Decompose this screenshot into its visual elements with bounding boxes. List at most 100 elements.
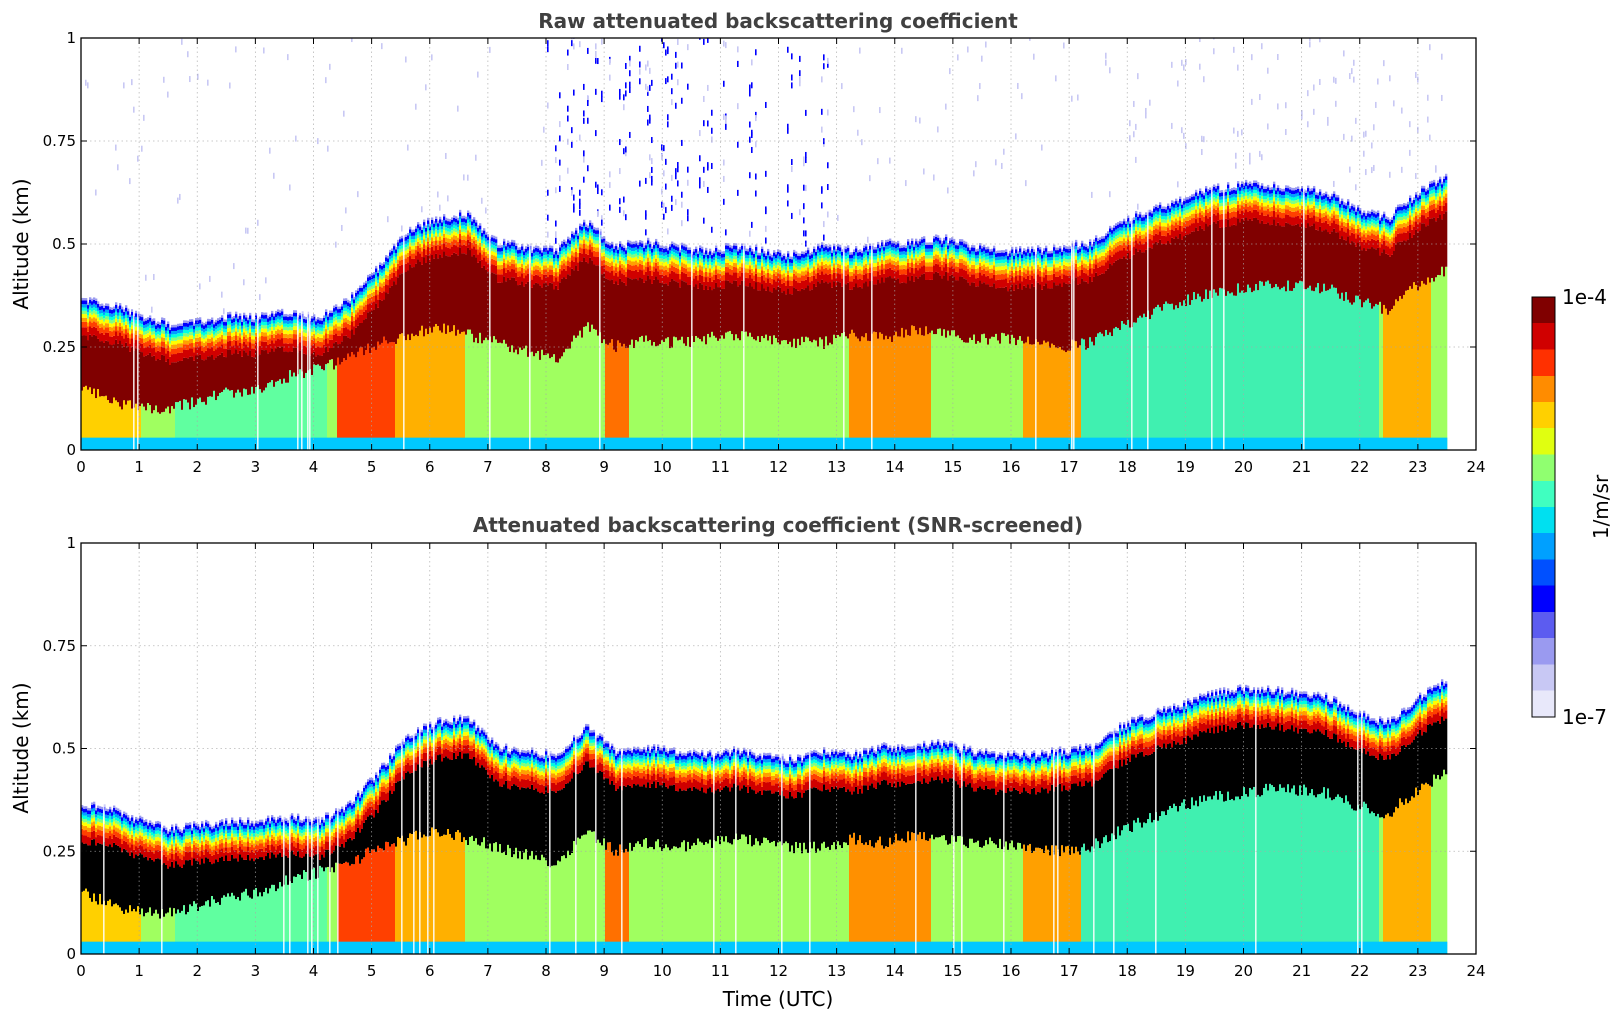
heatmap-column [1219,190,1222,450]
x-tick-label: 2 [192,458,202,476]
heatmap-column [673,747,676,954]
heatmap-column [147,317,150,450]
y-tick-label: 0.75 [43,132,76,150]
heatmap-column [109,806,112,954]
heatmap-column [1427,687,1430,954]
heatmap-column [667,46,670,450]
heatmap-column [671,73,674,450]
heatmap-column [1193,193,1196,450]
heatmap-column [347,801,350,954]
heatmap-column [271,815,274,954]
heatmap-column [333,813,336,954]
heatmap-column [1153,714,1156,954]
heatmap-column [405,56,408,450]
heatmap-column [685,753,688,954]
heatmap-column [1321,695,1324,954]
heatmap-column [987,751,990,954]
heatmap-column [943,740,946,954]
heatmap-column [1349,73,1352,450]
heatmap-column [497,245,500,450]
heatmap-column [125,305,128,450]
heatmap-column [289,543,292,954]
heatmap-column [551,753,554,954]
heatmap-column [855,749,858,954]
heatmap-column [457,105,460,450]
heatmap-column [781,543,784,954]
heatmap-column [1403,707,1406,954]
heatmap-column [379,767,382,954]
heatmap-column [159,821,162,954]
heatmap-column [1139,211,1142,450]
heatmap-column [913,244,916,450]
heatmap-column [1253,180,1256,450]
heatmap-column [1441,53,1444,450]
heatmap-column [857,129,860,450]
heatmap-column [627,239,630,450]
heatmap-column [129,178,132,450]
heatmap-column [209,824,212,954]
heatmap-column [161,317,164,450]
heatmap-column [1377,78,1380,450]
heatmap-column [255,820,258,954]
heatmap-column [519,751,522,954]
heatmap-column [1015,133,1018,450]
x-tick-label: 4 [309,962,319,980]
heatmap-column [1031,751,1034,954]
heatmap-column [409,226,412,450]
heatmap-column [127,308,130,450]
heatmap-column [849,754,852,954]
heatmap-column [1015,752,1018,954]
heatmap-column [937,126,940,450]
heatmap-column [1411,200,1414,450]
heatmap-column [811,750,814,954]
heatmap-column [311,38,314,450]
heatmap-column [1121,728,1124,954]
heatmap-column [727,749,730,954]
x-tick-label: 20 [1234,458,1253,476]
heatmap-column [823,54,826,450]
heatmap-column [1253,687,1256,954]
heatmap-column [1237,64,1240,450]
heatmap-column [107,808,110,954]
heatmap-column [1077,94,1080,450]
heatmap-column [561,751,564,954]
heatmap-column [831,250,834,450]
heatmap-column [1331,701,1334,954]
heatmap-column [425,723,428,954]
heatmap-column [931,242,934,450]
heatmap-column [879,747,882,954]
heatmap-column [975,161,978,450]
heatmap-column [1103,736,1106,954]
heatmap-column [1355,117,1358,450]
colorbar-max-label: 1e-4 [1562,285,1607,309]
heatmap-column [1043,751,1046,954]
heatmap-column [171,824,174,954]
heatmap-column [597,58,600,450]
heatmap-column [1411,704,1414,954]
heatmap-column [1373,718,1376,954]
heatmap-column [841,750,844,954]
heatmap-column [1293,693,1296,954]
heatmap-column [805,109,808,450]
heatmap-column [677,753,680,954]
heatmap-column [1093,239,1096,450]
heatmap-column [581,224,584,450]
heatmap-column [1097,238,1100,450]
heatmap-column [783,758,786,954]
heatmap-column [1179,196,1182,450]
heatmap-column [1135,720,1138,954]
heatmap-column [633,746,636,954]
heatmap-column [861,139,864,450]
heatmap-column [759,252,762,450]
heatmap-column [579,41,582,450]
heatmap-column [1097,743,1100,954]
heatmap-column [919,117,922,450]
heatmap-column [625,62,628,450]
panel-raw-ylabel: Altitude (km) [9,178,33,309]
heatmap-column [339,809,342,954]
heatmap-column [799,754,802,954]
heatmap-column [1055,749,1058,954]
heatmap-column [253,823,256,954]
heatmap-column [809,252,812,450]
heatmap-column [1033,53,1036,450]
